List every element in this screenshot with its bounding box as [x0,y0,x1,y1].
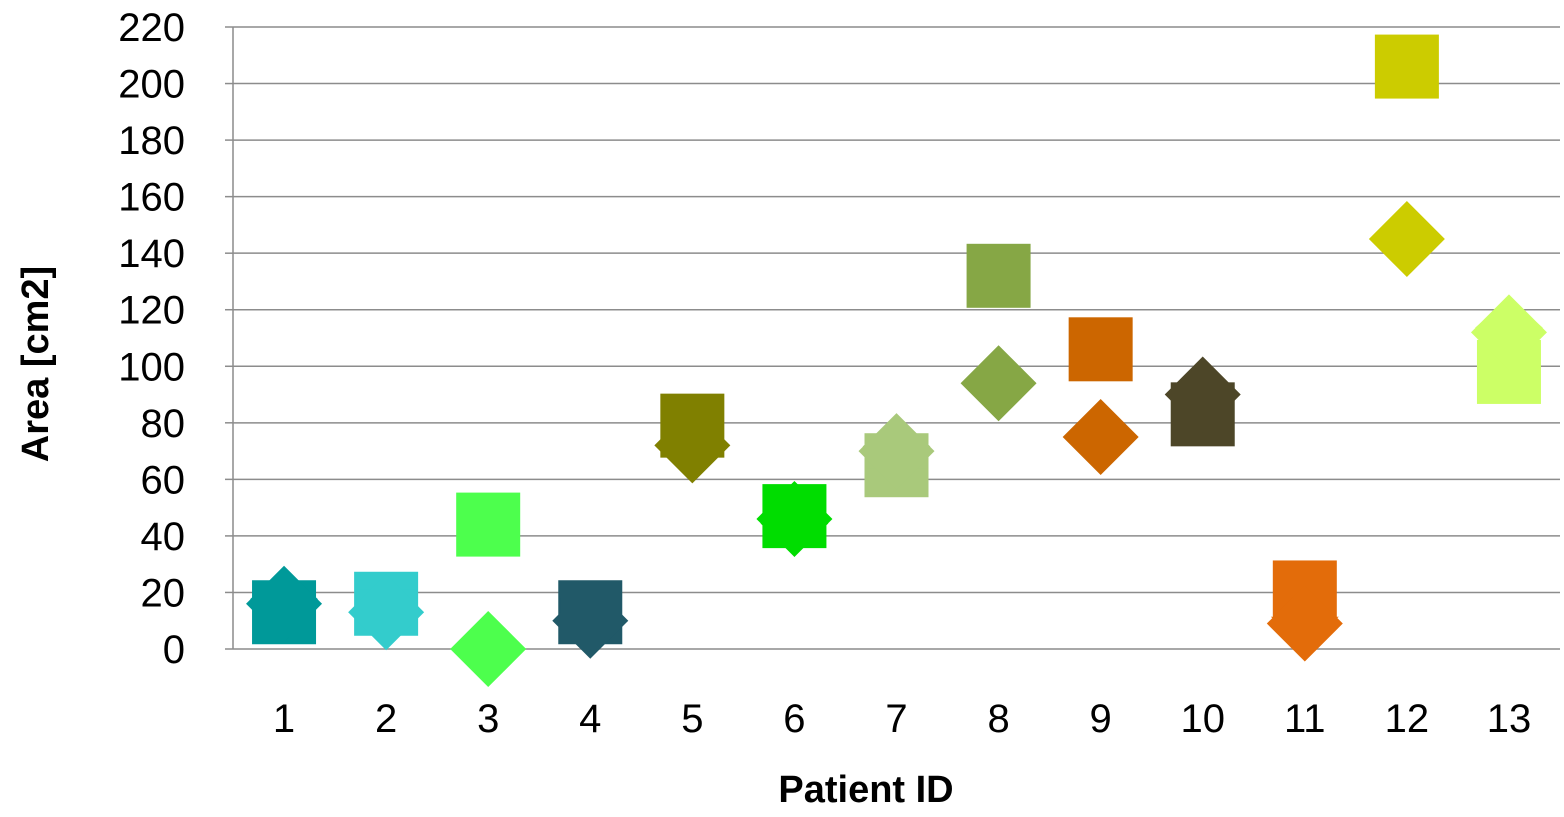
square-marker [456,492,521,557]
diamond-marker [1368,201,1445,278]
x-tick-label: 8 [987,697,1009,741]
x-tick-label: 9 [1090,697,1112,741]
x-tick-label: 2 [375,697,397,741]
x-tick-label: 10 [1180,697,1225,741]
x-tick-label: 5 [681,697,703,741]
diamond-marker [1266,585,1343,662]
diamond-marker [246,565,323,642]
x-tick-label: 6 [783,697,805,741]
square-marker [1068,317,1133,382]
diamond-marker [1062,398,1139,475]
gridlines [233,26,1560,594]
square-marker [966,243,1031,308]
y-tick-label: 120 [118,289,185,333]
y-tick-label: 0 [163,628,185,672]
y-tick-labels: 0 20 40 60 80 100 120 140 160 180 200 220 [118,6,185,672]
y-tick-label: 180 [118,119,185,163]
diamond-marker [858,413,935,490]
axes [225,26,1560,650]
diamond-marker [960,345,1037,422]
y-tick-label: 220 [118,6,185,50]
x-tick-label: 4 [579,697,601,741]
diamond-marker [348,574,425,651]
y-tick-label: 140 [118,232,185,276]
diamond-marker [1164,356,1241,433]
x-tick-label: 11 [1284,697,1326,741]
x-tick-labels: 1 2 3 4 5 6 7 8 9 10 11 12 13 [273,697,1531,741]
diamond-marker [552,582,629,659]
diamond-marker [756,480,833,557]
x-axis-title: Patient ID [778,769,953,811]
data-markers [246,34,1547,687]
x-tick-label: 13 [1487,697,1532,741]
diamond-marker [1470,294,1547,371]
y-tick-label: 100 [118,345,185,389]
x-tick-label: 1 [273,697,295,741]
x-tick-label: 7 [885,697,907,741]
diamond-marker [654,407,731,484]
y-axis-title: Area [cm2] [15,266,57,462]
square-marker [1374,34,1439,99]
x-tick-label: 3 [477,697,499,741]
y-tick-label: 160 [118,176,185,220]
y-tick-label: 20 [141,571,186,615]
y-tick-label: 200 [118,63,185,107]
y-tick-label: 40 [141,515,186,559]
x-tick-label: 12 [1385,697,1430,741]
y-tick-label: 80 [141,402,186,446]
y-tick-label: 60 [141,458,186,502]
diamond-marker [450,611,527,687]
